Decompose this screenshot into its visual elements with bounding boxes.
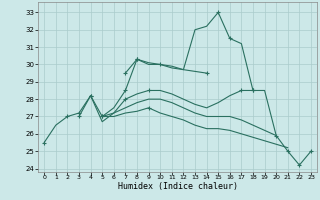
X-axis label: Humidex (Indice chaleur): Humidex (Indice chaleur): [118, 182, 238, 191]
